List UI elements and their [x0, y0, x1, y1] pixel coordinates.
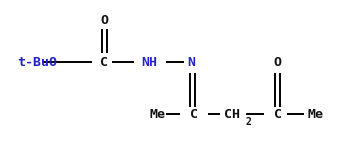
Text: NH: NH [141, 56, 157, 69]
Text: CH: CH [225, 108, 240, 121]
Text: C: C [190, 108, 198, 121]
Text: O: O [100, 14, 108, 26]
Text: O: O [273, 56, 282, 69]
Text: N: N [187, 56, 195, 69]
Text: t-BuO: t-BuO [17, 56, 57, 69]
Text: Me: Me [150, 108, 166, 121]
Text: C: C [273, 108, 282, 121]
Text: Me: Me [308, 108, 324, 121]
Text: 2: 2 [246, 117, 251, 127]
Text: C: C [100, 56, 108, 69]
